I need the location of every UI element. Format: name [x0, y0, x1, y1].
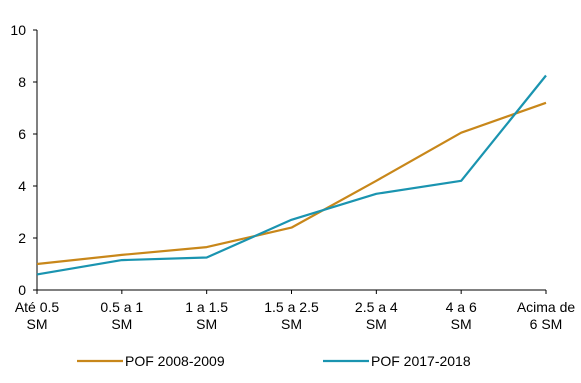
chart-series [36, 74, 547, 276]
series-line-2 [36, 74, 547, 276]
chart-axes: 0 2 4 6 8 10 Até 0.5 SM 0.5 a 1 SM 1 a 1.5 SM 1.5 a … [10, 22, 575, 332]
chart-legend: POF 2008-2009 POF 2017-2018 [77, 353, 471, 369]
legend-label: POF 2017-2018 [371, 353, 471, 369]
x-tick-label: Até 0.5 SM [15, 299, 60, 332]
y-tick-label: 6 [18, 126, 26, 142]
y-tick-label: 2 [18, 230, 26, 246]
y-tick-label: 4 [18, 178, 26, 194]
x-tick-label: 1.5 a 2.5 SM [264, 299, 319, 332]
series-line-1 [36, 101, 547, 266]
y-tick-label: 10 [10, 22, 26, 38]
x-tick-label: 2.5 a 4 SM [355, 299, 398, 332]
x-tick-label: Acima de 6 SM [517, 299, 576, 332]
legend-label: POF 2008-2009 [125, 353, 225, 369]
y-tick-label: 8 [18, 74, 26, 90]
x-tick-label: 0.5 a 1 SM [100, 299, 143, 332]
x-tick-label: 4 a 6 SM [446, 299, 477, 332]
y-tick-label: 0 [18, 282, 26, 298]
x-tick-label: 1 a 1.5 SM [185, 299, 228, 332]
